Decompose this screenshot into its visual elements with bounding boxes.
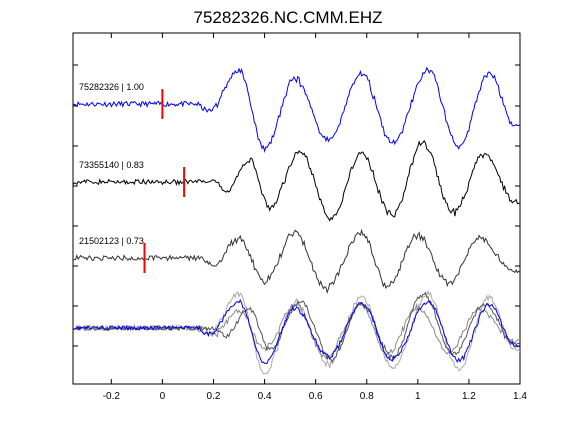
overlay-trace [72,289,521,375]
x-tick-label: 0.4 [258,391,272,402]
chart-title: 75282326.NC.CMM.EHZ [193,8,383,27]
x-tick-label: -0.2 [103,391,121,402]
x-tick-label: 0 [160,391,166,402]
x-tick-label: 1.2 [462,391,476,402]
trace-label: 73355140 | 0.83 [79,160,144,170]
x-tick-label: 0.6 [309,391,323,402]
trace-line [72,66,521,153]
trace-line [72,139,520,222]
trace-label: 75282326 | 1.00 [79,82,144,92]
plot-frame [72,32,521,385]
overlay-trace [72,291,521,363]
overlay-trace [72,298,521,365]
x-tick-label: 0.8 [360,391,374,402]
x-tick-label: 1.4 [513,391,527,402]
trace-label: 21502123 | 0.73 [79,236,144,246]
overlay-trace [72,301,521,359]
x-tick-label: 1 [415,391,421,402]
trace-line [72,228,521,295]
x-tick-label: 0.2 [207,391,221,402]
